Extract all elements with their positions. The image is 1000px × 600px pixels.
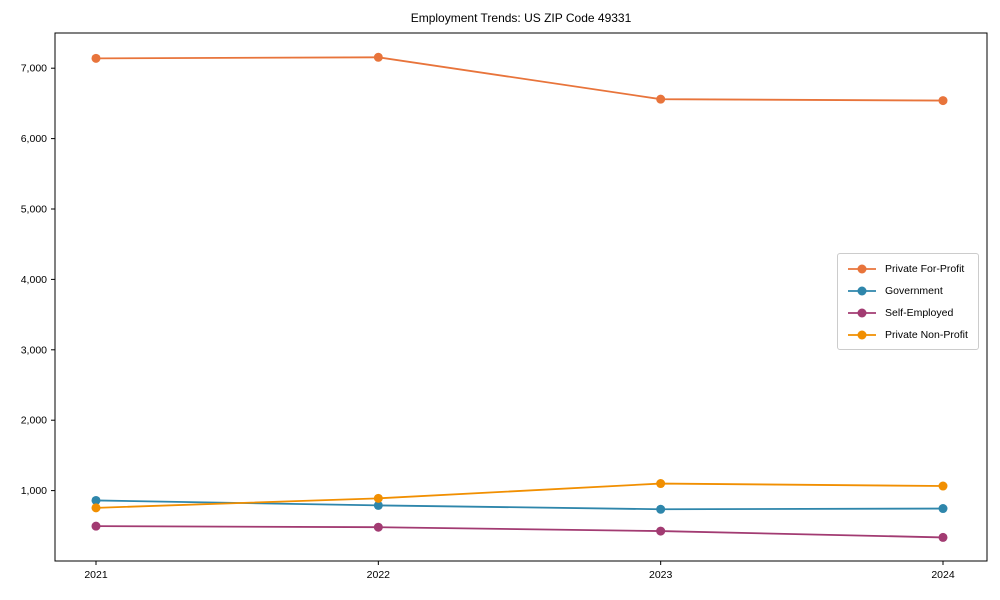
series-marker-private-for-profit (373, 52, 383, 62)
legend-marker (857, 308, 867, 317)
series-line-government (95, 499, 944, 511)
legend-item-private-non-profit: Private Non-Profit (846, 326, 968, 343)
legend-marker (857, 286, 867, 295)
legend: Private For-Profit Government Self-Employe… (837, 253, 979, 350)
series-line-private-for-profit (95, 56, 944, 102)
series-marker-private-non-profit (938, 481, 948, 491)
series-line-self-employed (95, 525, 944, 539)
y-tick-label: 3,000 (21, 344, 47, 356)
legend-label: Self-Employed (885, 306, 954, 319)
x-tick-label: 2023 (649, 569, 673, 581)
legend-marker (857, 330, 867, 339)
legend-marker (857, 264, 867, 273)
series-marker-private-for-profit (91, 53, 101, 63)
x-tick-label: 2022 (367, 569, 391, 581)
series-marker-self-employed (938, 532, 948, 542)
y-tick-label: 6,000 (21, 133, 47, 145)
y-tick-label: 4,000 (21, 274, 47, 286)
plot-border (54, 32, 988, 562)
x-tick-label: 2021 (84, 569, 108, 581)
legend-line-marker-icon (848, 308, 876, 317)
legend-item-self-employed: Self-Employed (846, 304, 968, 321)
plot-area: 1,000 2,000 3,000 4,000 5,000 6,000 7,000 2021 2… (21, 32, 988, 581)
legend-line-marker-icon (848, 286, 876, 295)
series-marker-self-employed (373, 522, 383, 532)
series-marker-private-for-profit (656, 94, 666, 104)
series-marker-self-employed (91, 521, 101, 531)
y-tick-label: 7,000 (21, 63, 47, 75)
y-tick-label: 1,000 (21, 485, 47, 497)
series-marker-government (656, 504, 666, 514)
legend-item-private-for-profit: Private For-Profit (846, 260, 968, 277)
series-marker-private-for-profit (938, 96, 948, 106)
series-marker-private-non-profit (91, 503, 101, 513)
chart-title: Employment Trends: US ZIP Code 49331 (411, 11, 632, 25)
legend-label: Private Non-Profit (885, 328, 968, 341)
series-marker-private-non-profit (373, 493, 383, 503)
series-marker-government (938, 504, 948, 514)
series-marker-self-employed (656, 526, 666, 536)
legend-label: Government (885, 284, 943, 297)
legend-line-marker-icon (848, 330, 876, 339)
series-line-private-non-profit (95, 482, 944, 509)
y-tick-label: 2,000 (21, 415, 47, 427)
series-marker-private-non-profit (656, 479, 666, 489)
series-marker-government (373, 500, 383, 510)
x-tick-label: 2024 (931, 569, 955, 581)
legend-line-marker-icon (848, 264, 876, 273)
series-marker-government (91, 495, 101, 505)
y-tick-label: 5,000 (21, 204, 47, 216)
legend-label: Private For-Profit (885, 262, 965, 275)
legend-item-government: Government (846, 282, 968, 299)
